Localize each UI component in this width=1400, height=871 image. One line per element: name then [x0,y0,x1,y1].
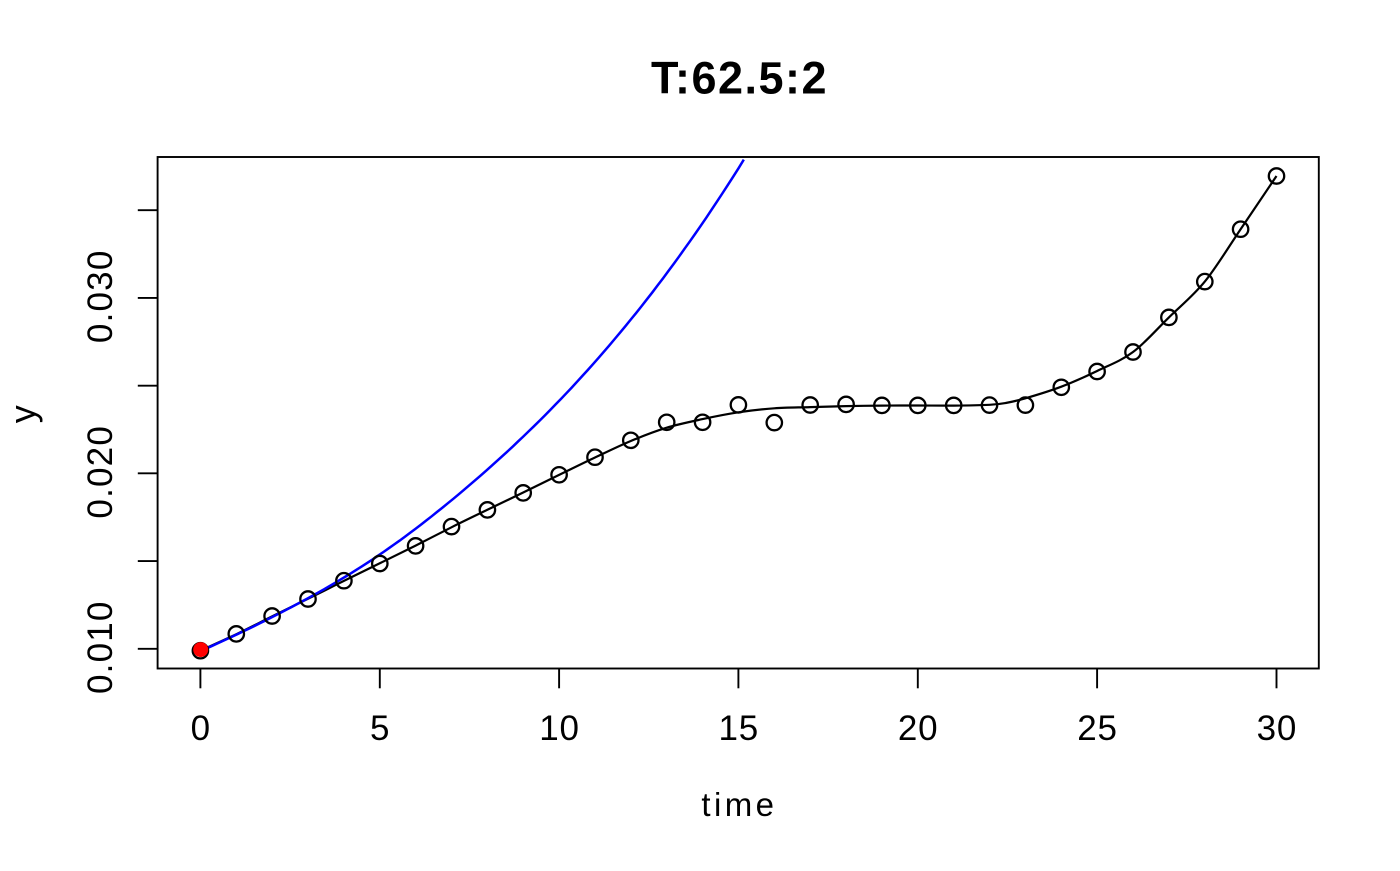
svg-text:25: 25 [1077,709,1118,748]
svg-text:15: 15 [719,709,760,748]
svg-text:20: 20 [898,709,939,748]
svg-text:0.010: 0.010 [81,600,120,694]
svg-text:5: 5 [370,709,390,748]
svg-text:0.020: 0.020 [81,425,120,519]
svg-text:T:62.5:2: T:62.5:2 [651,53,828,104]
svg-text:10: 10 [539,709,580,748]
svg-text:30: 30 [1257,709,1298,748]
svg-text:0: 0 [191,709,211,748]
svg-text:y: y [2,405,43,423]
svg-text:0.030: 0.030 [81,250,120,344]
svg-text:time: time [701,786,777,823]
